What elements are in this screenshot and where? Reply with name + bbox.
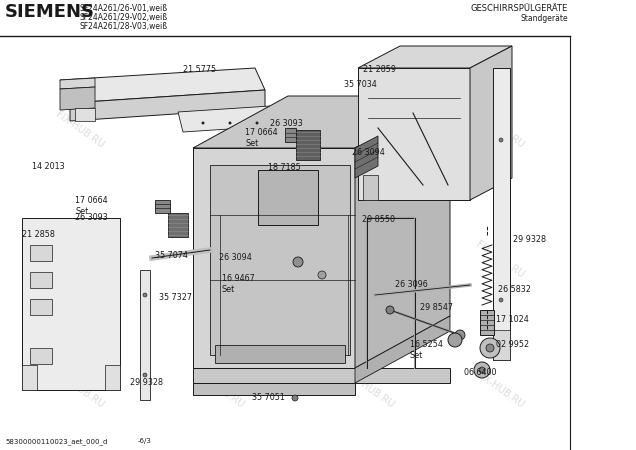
Text: SF24A261/28-V03,weiß: SF24A261/28-V03,weiß [80,22,168,31]
Circle shape [479,367,485,373]
Circle shape [202,122,204,124]
Circle shape [386,306,394,314]
Circle shape [143,373,147,377]
Text: FIX-HUB.RU: FIX-HUB.RU [474,240,526,280]
Text: 35 7074: 35 7074 [155,251,188,260]
Text: 26 3094: 26 3094 [352,148,385,157]
Text: 29 9328: 29 9328 [513,235,546,244]
Polygon shape [60,78,95,89]
Text: 26 3096: 26 3096 [395,280,428,289]
Bar [493,330,510,360]
Polygon shape [355,316,450,383]
Bar [215,345,345,363]
Circle shape [480,338,500,358]
Bar [258,170,318,225]
Text: 21 2859: 21 2859 [363,65,396,74]
Polygon shape [60,87,95,110]
Text: FIX-HUB.RU: FIX-HUB.RU [344,370,396,410]
Bar [30,299,52,315]
Polygon shape [178,106,275,132]
Polygon shape [75,108,95,121]
Polygon shape [358,68,470,200]
Polygon shape [155,200,170,213]
Text: 18 7185: 18 7185 [268,163,301,172]
Polygon shape [285,128,296,142]
Text: FIX-HUB.RU: FIX-HUB.RU [344,110,396,150]
Text: FIX-HUB.RU: FIX-HUB.RU [54,370,106,410]
Bar [30,348,52,364]
Bar [30,245,52,261]
Circle shape [318,271,326,279]
Text: 58300000110023_aet_000_d: 58300000110023_aet_000_d [5,438,107,445]
Bar [30,272,52,288]
Bar [105,365,120,390]
Polygon shape [355,96,450,368]
Polygon shape [168,213,188,237]
Text: FIX-HUB.RU: FIX-HUB.RU [344,240,396,280]
Text: FIX-HUB.RU: FIX-HUB.RU [474,370,526,410]
Text: 26 3094: 26 3094 [219,253,252,262]
Text: SIEMENS: SIEMENS [5,3,95,21]
Text: FIX-HUB.RU: FIX-HUB.RU [54,240,106,280]
Text: 35 7327: 35 7327 [159,293,192,302]
Text: 02 9952: 02 9952 [496,340,529,349]
Bar [480,310,494,335]
Circle shape [293,257,303,267]
Text: FIX-HUB.RU: FIX-HUB.RU [194,110,246,150]
Circle shape [474,362,490,378]
Bar [193,368,450,383]
Text: GESCHIRRSPÜLGERÄTE: GESCHIRRSPÜLGERÄTE [471,4,568,13]
Text: 29 8550: 29 8550 [362,215,395,224]
Circle shape [486,344,494,352]
Text: SF24A261/26-V01,weiß: SF24A261/26-V01,weiß [80,4,168,13]
Text: 14 2013: 14 2013 [32,162,65,171]
Text: FIX-HUB.RU: FIX-HUB.RU [194,240,246,280]
Text: 29 9328: 29 9328 [130,378,163,387]
Circle shape [292,395,298,401]
Polygon shape [193,96,450,148]
Circle shape [143,293,147,297]
Polygon shape [22,218,120,390]
Text: 35 7051: 35 7051 [252,393,285,402]
Circle shape [455,330,465,340]
Polygon shape [358,46,512,68]
Bar [22,365,37,390]
Text: SF24A261/29-V02,weiß: SF24A261/29-V02,weiß [80,13,168,22]
Text: 17 0664
Set: 17 0664 Set [75,196,107,216]
Text: Standgeräte: Standgeräte [520,14,568,23]
Text: FIX-HUB.RU: FIX-HUB.RU [54,110,106,150]
Polygon shape [60,68,265,103]
Polygon shape [296,130,320,160]
Bar [363,175,378,200]
Text: 16 9467
Set: 16 9467 Set [222,274,255,294]
Text: 17 0664
Set: 17 0664 Set [245,128,278,148]
Circle shape [229,122,232,124]
Text: FIX-HUB.RU: FIX-HUB.RU [194,370,246,410]
Polygon shape [355,136,378,178]
Bar [493,68,510,360]
Bar [210,165,350,355]
Text: 29 8547: 29 8547 [420,303,453,312]
Bar [193,383,355,395]
Text: 21 2858: 21 2858 [22,230,55,239]
Text: 17 1024: 17 1024 [496,315,529,324]
Text: FIX-HUB.RU: FIX-HUB.RU [474,110,526,150]
Circle shape [499,138,503,142]
Text: 26 5832: 26 5832 [498,285,531,294]
Circle shape [499,298,503,302]
Bar [140,270,150,400]
Text: 06 6400: 06 6400 [464,368,497,377]
Text: 35 7034: 35 7034 [344,80,377,89]
Text: 21 5775: 21 5775 [183,65,216,74]
Circle shape [448,333,462,347]
Text: -6/3: -6/3 [138,438,152,444]
Polygon shape [470,46,512,200]
Text: 26 3093: 26 3093 [75,213,107,222]
Polygon shape [70,90,265,121]
Text: 26 3093: 26 3093 [270,119,303,128]
Polygon shape [193,148,355,368]
Circle shape [256,122,258,124]
Text: 16 5254
Set: 16 5254 Set [410,340,443,360]
